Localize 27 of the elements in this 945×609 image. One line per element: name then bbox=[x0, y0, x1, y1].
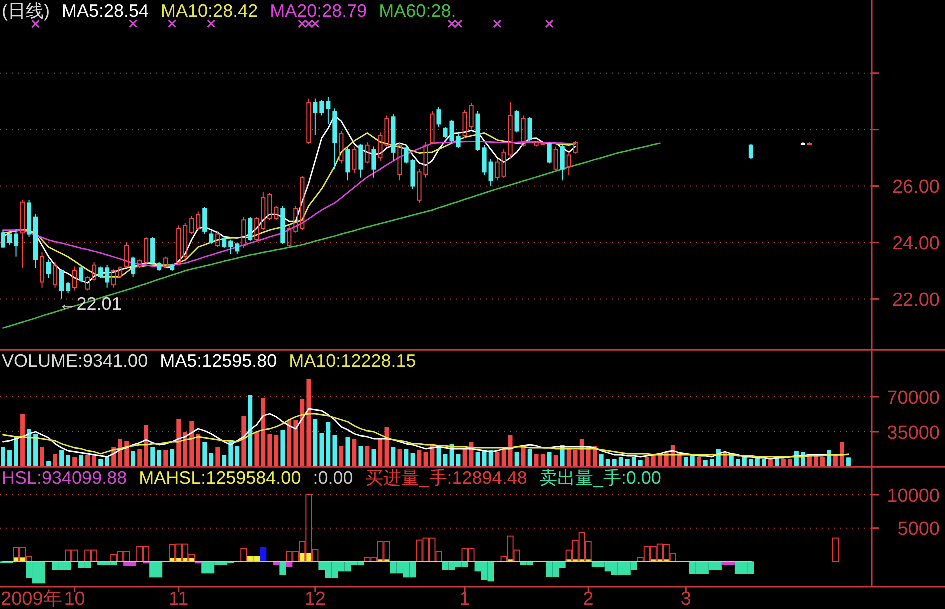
text: MAHSL:1259584.00 bbox=[139, 468, 302, 488]
x-tick-label: 2 bbox=[583, 589, 594, 609]
text: MA20:28.79 bbox=[270, 1, 368, 21]
text: MA60:28. bbox=[379, 1, 456, 21]
y-tick-label: 26.00 bbox=[892, 177, 940, 198]
text: :0.00 bbox=[313, 468, 354, 488]
text: MA5:28.54 bbox=[62, 1, 150, 21]
x-axis-title: 2009年 bbox=[1, 589, 62, 609]
x-tick-label: 1 bbox=[460, 589, 470, 609]
text: MA10:28.42 bbox=[161, 1, 258, 21]
chart-title: VOLUME:9341.00 bbox=[2, 351, 148, 371]
text: MA5:12595.80 bbox=[160, 351, 278, 371]
y-tick-label: 24.00 bbox=[892, 234, 940, 255]
y-tick-label: 5000 bbox=[898, 519, 940, 540]
x-tick-label: 12 bbox=[304, 589, 326, 609]
y-tick-label: 22.00 bbox=[892, 290, 940, 312]
y-tick-label: 10000 bbox=[887, 486, 940, 507]
x-tick-label: 10 bbox=[64, 589, 86, 609]
y-tick-label: 35000 bbox=[887, 422, 940, 444]
x-tick-label: 11 bbox=[168, 589, 189, 609]
y-tick-label: 70000 bbox=[887, 388, 940, 409]
x-tick-label: 3 bbox=[680, 589, 692, 609]
text: 卖出量_手:0.00 bbox=[539, 468, 662, 488]
text: MA10:12228.15 bbox=[289, 351, 416, 371]
text: 买进量_手:12894.48 bbox=[365, 468, 528, 488]
text: HSL:934099.88 bbox=[2, 468, 128, 488]
chart-title: (日线) bbox=[2, 1, 50, 21]
